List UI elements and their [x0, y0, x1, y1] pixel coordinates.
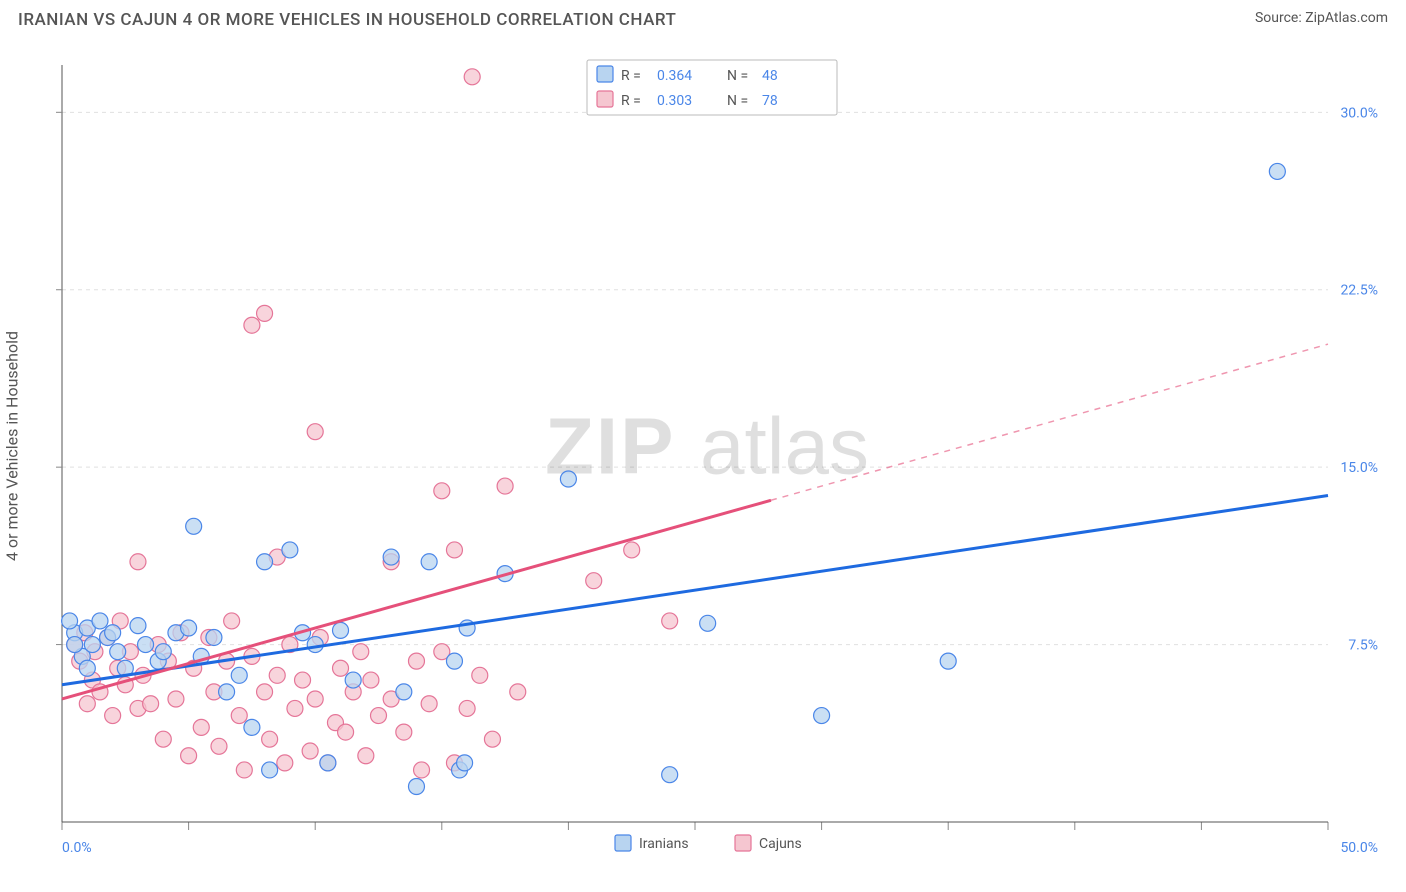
svg-text:50.0%: 50.0%: [1340, 840, 1378, 856]
source-name: ZipAtlas.com: [1305, 10, 1388, 26]
chart: 7.5%15.0%22.5%30.0%0.0%50.0%ZIPatlasR =0…: [52, 45, 1388, 862]
svg-text:Cajuns: Cajuns: [759, 836, 802, 852]
svg-text:30.0%: 30.0%: [1340, 105, 1378, 121]
svg-text:15.0%: 15.0%: [1340, 460, 1378, 476]
source-label: Source:: [1255, 10, 1302, 26]
svg-text:Iranians: Iranians: [639, 836, 689, 852]
svg-text:7.5%: 7.5%: [1348, 638, 1378, 654]
source: Source: ZipAtlas.com: [1255, 10, 1388, 26]
svg-text:atlas: atlas: [700, 402, 869, 491]
svg-text:R =: R =: [621, 68, 641, 84]
svg-text:N =: N =: [727, 68, 748, 84]
svg-text:78: 78: [762, 93, 778, 109]
svg-text:0.0%: 0.0%: [62, 840, 92, 856]
y-axis-label: 4 or more Vehicles in Household: [3, 331, 22, 561]
header: IRANIAN VS CAJUN 4 OR MORE VEHICLES IN H…: [0, 0, 1406, 30]
scatter-chart-svg: 7.5%15.0%22.5%30.0%0.0%50.0%ZIPatlasR =0…: [52, 45, 1388, 862]
svg-text:0.303: 0.303: [657, 93, 692, 109]
svg-text:N =: N =: [727, 93, 748, 109]
svg-text:22.5%: 22.5%: [1340, 283, 1378, 299]
svg-text:0.364: 0.364: [657, 68, 692, 84]
chart-title: IRANIAN VS CAJUN 4 OR MORE VEHICLES IN H…: [18, 10, 676, 30]
svg-text:48: 48: [762, 68, 778, 84]
svg-text:R =: R =: [621, 93, 641, 109]
